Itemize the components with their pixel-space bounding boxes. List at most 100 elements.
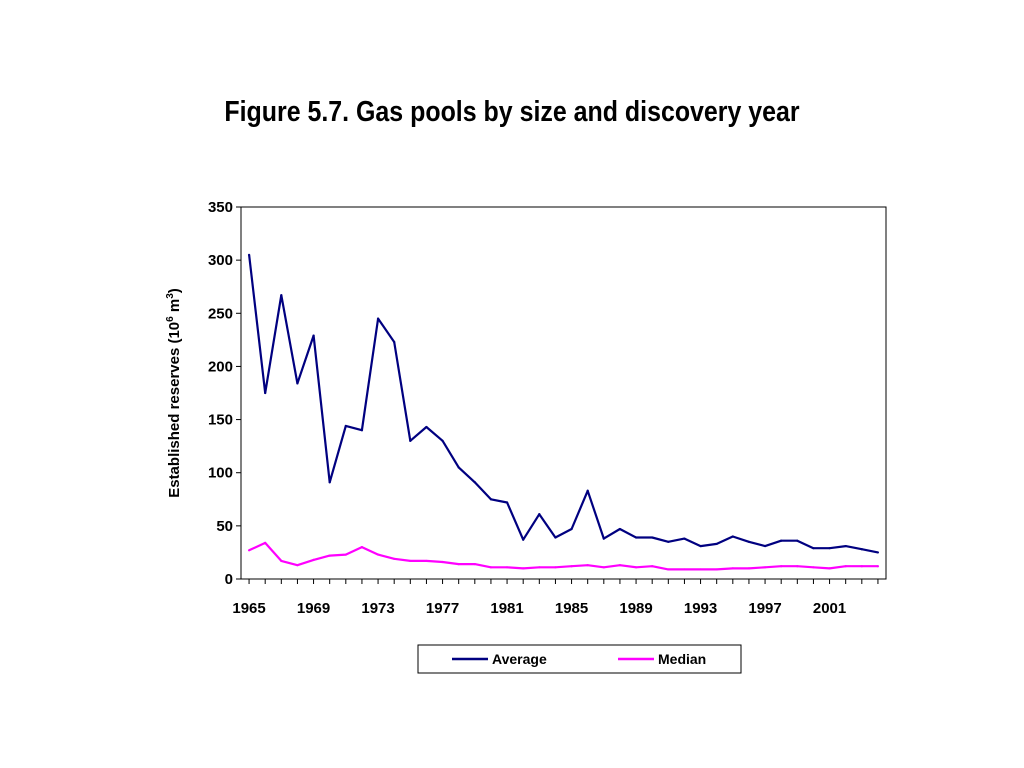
data-point-median (312, 558, 315, 561)
data-point-average (570, 527, 573, 531)
y-axis-title: Established reserves (106 m3) (165, 288, 183, 498)
data-point-average (683, 537, 686, 540)
data-point-average (312, 334, 315, 337)
data-point-median (473, 563, 476, 566)
data-point-average (425, 425, 428, 429)
data-point-average (505, 501, 509, 504)
data-point-average (296, 382, 299, 385)
data-point-median (409, 559, 412, 563)
data-point-average (457, 466, 460, 469)
data-point-median (425, 559, 428, 563)
data-point-median (360, 546, 364, 549)
legend-label-median: Median (658, 651, 706, 667)
data-point-median (876, 565, 880, 568)
data-point-average (473, 481, 476, 484)
data-point-median (618, 564, 622, 567)
data-point-average (554, 536, 557, 539)
x-tick-label: 1989 (619, 600, 652, 617)
series-line-median (248, 541, 878, 571)
x-tick-label: 1985 (555, 600, 588, 617)
y-tick-label: 200 (208, 358, 233, 375)
data-point-average (828, 547, 831, 550)
data-point-average (812, 547, 815, 550)
data-point-average (538, 513, 541, 516)
data-point-median (296, 564, 299, 567)
data-point-median (554, 566, 557, 569)
data-point-median (264, 541, 267, 544)
chart-title: Figure 5.7. Gas pools by size and discov… (224, 96, 800, 128)
data-point-average (844, 544, 847, 548)
data-point-average (796, 539, 799, 542)
legend: Average Median (417, 644, 742, 674)
data-point-average (360, 429, 364, 432)
data-point-median (457, 563, 460, 566)
data-point-average (667, 540, 670, 543)
x-tick-label: 1977 (426, 600, 459, 617)
x-tick-label: 1965 (232, 600, 265, 617)
data-point-median (828, 567, 831, 570)
data-point-average (651, 536, 654, 539)
y-tick-label: 0 (225, 571, 233, 588)
y-axis-ticks: 0 50 100 150 200 250 300 350 (208, 199, 241, 588)
data-point-average (747, 540, 751, 543)
data-point-average (280, 294, 283, 297)
data-point-average (489, 498, 493, 501)
data-point-median (715, 568, 718, 571)
y-tick-label: 50 (216, 518, 233, 535)
data-point-median (247, 549, 251, 552)
data-point-median (489, 566, 493, 569)
data-point-median (634, 566, 638, 569)
data-point-average (586, 489, 589, 492)
data-point-median (280, 559, 283, 563)
data-point-median (328, 554, 331, 557)
x-tick-label: 1981 (490, 600, 523, 617)
data-point-median (505, 566, 509, 569)
data-point-average (876, 551, 880, 554)
data-point-average (860, 548, 863, 551)
data-point-median (376, 553, 380, 556)
data-point-average (634, 536, 638, 539)
data-point-median (731, 567, 734, 570)
data-point-median (683, 568, 686, 571)
data-point-median (747, 567, 751, 570)
data-point-average (715, 542, 718, 546)
data-point-average (376, 317, 380, 320)
data-point-median (763, 566, 767, 569)
data-point-average (763, 544, 767, 548)
data-point-average (522, 538, 525, 541)
y-tick-label: 150 (208, 412, 233, 429)
data-point-median (602, 566, 605, 569)
data-point-average (618, 527, 622, 531)
data-point-median (538, 566, 541, 569)
data-point-average (393, 340, 396, 344)
data-point-median (699, 568, 702, 571)
data-point-median (667, 568, 670, 571)
data-point-average (602, 537, 605, 540)
data-point-median (570, 565, 573, 568)
data-point-median (796, 565, 799, 568)
data-point-average (328, 481, 331, 484)
data-point-median (586, 564, 589, 567)
x-axis-ticks: 1965 1969 1973 1977 1981 1985 1989 1993 1997 2001 (232, 579, 879, 617)
x-tick-label: 2001 (813, 600, 846, 617)
data-point-average (731, 535, 734, 538)
series-line-average (248, 254, 879, 554)
y-tick-label: 100 (208, 465, 233, 482)
data-point-median (441, 560, 444, 564)
y-tick-label: 350 (208, 199, 233, 216)
data-point-median (860, 565, 863, 568)
legend-label-average: Average (492, 651, 547, 667)
data-point-average (780, 539, 783, 542)
data-point-average (344, 424, 347, 428)
x-tick-label: 1973 (361, 600, 394, 617)
data-point-median (393, 557, 396, 560)
x-tick-label: 1969 (297, 600, 330, 617)
data-point-median (812, 566, 815, 569)
x-tick-label: 1997 (748, 600, 781, 617)
data-point-median (344, 553, 347, 556)
y-tick-label: 300 (208, 252, 233, 269)
data-point-average (409, 439, 412, 442)
y-tick-label: 250 (208, 305, 233, 322)
data-point-average (264, 391, 267, 395)
